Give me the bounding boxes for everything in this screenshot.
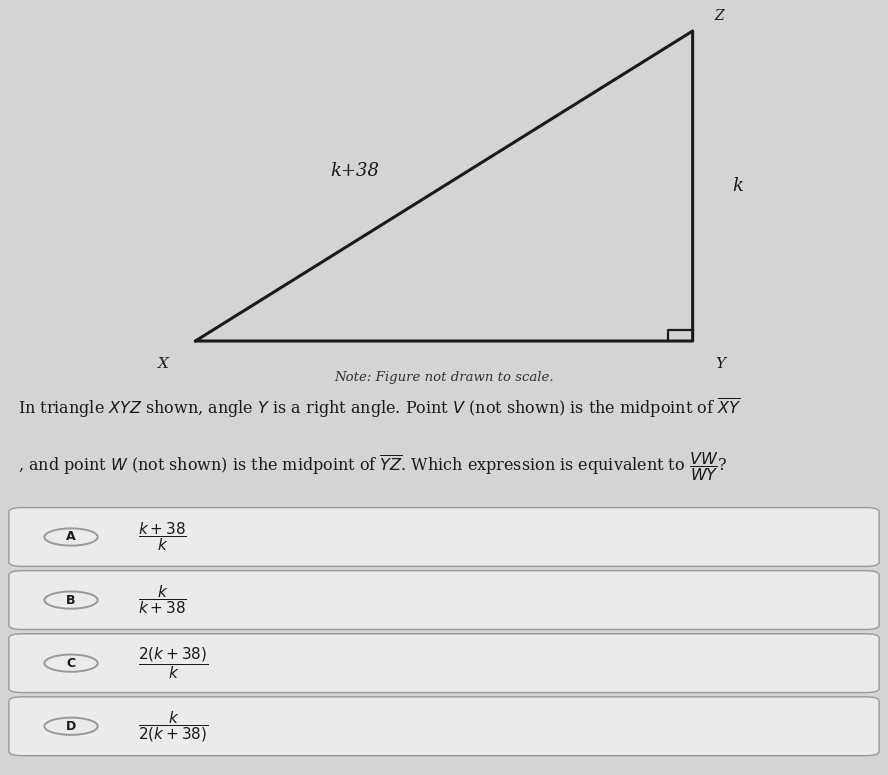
Text: Z: Z <box>715 9 725 23</box>
FancyBboxPatch shape <box>9 634 879 693</box>
Text: In triangle $XYZ$ shown, angle $Y$ is a right angle. Point $V$ (not shown) is th: In triangle $XYZ$ shown, angle $Y$ is a … <box>18 396 741 420</box>
Text: $\dfrac{k}{2(k+38)}$: $\dfrac{k}{2(k+38)}$ <box>138 709 208 744</box>
Text: $\dfrac{k+38}{k}$: $\dfrac{k+38}{k}$ <box>138 521 186 553</box>
Text: Y: Y <box>715 356 725 370</box>
Text: D: D <box>66 720 76 732</box>
Text: X: X <box>158 356 169 370</box>
Text: $\dfrac{k}{k+38}$: $\dfrac{k}{k+38}$ <box>138 584 186 616</box>
FancyBboxPatch shape <box>9 508 879 567</box>
Text: k+38: k+38 <box>330 161 380 180</box>
Text: B: B <box>67 594 75 607</box>
Text: Note: Figure not drawn to scale.: Note: Figure not drawn to scale. <box>334 370 554 384</box>
FancyBboxPatch shape <box>9 697 879 756</box>
Text: C: C <box>67 656 75 670</box>
Text: $\dfrac{2(k+38)}{k}$: $\dfrac{2(k+38)}{k}$ <box>138 646 208 681</box>
FancyBboxPatch shape <box>9 570 879 629</box>
Text: , and point $W$ (not shown) is the midpoint of $\overline{YZ}$. Which expression: , and point $W$ (not shown) is the midpo… <box>18 450 727 484</box>
Text: A: A <box>67 531 75 543</box>
Text: k: k <box>733 177 743 195</box>
